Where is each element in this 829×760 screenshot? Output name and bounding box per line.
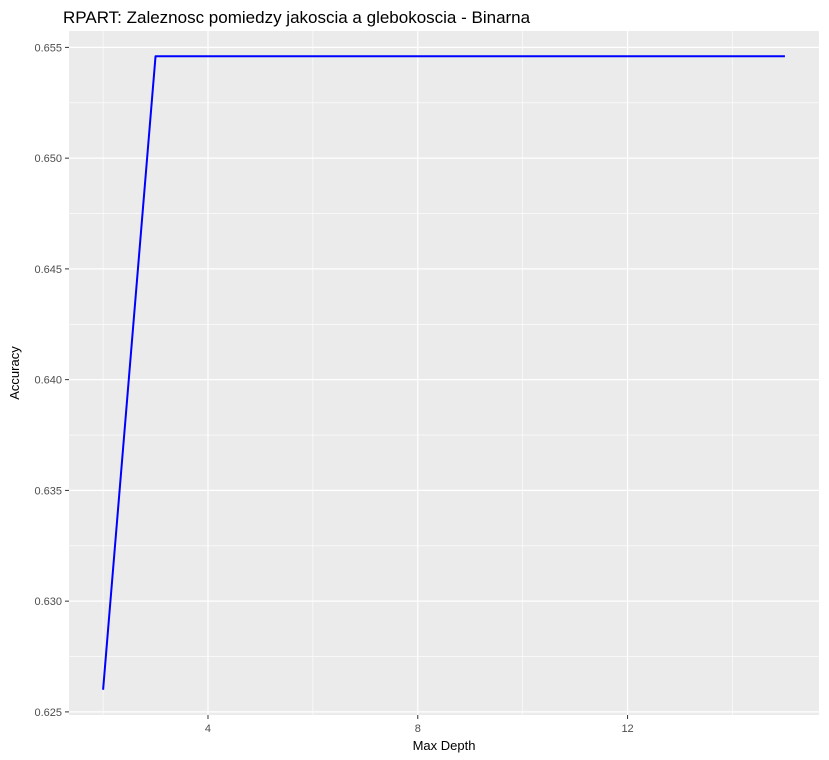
axis-ticks xyxy=(65,46,629,719)
y-tick-label: 0.630 xyxy=(34,596,62,608)
y-axis-title: Accuracy xyxy=(7,346,22,400)
x-tick-label: 8 xyxy=(415,723,421,735)
y-tick-label: 0.635 xyxy=(34,485,62,497)
x-tick-label: 4 xyxy=(205,723,211,735)
major-gridlines xyxy=(69,31,819,715)
y-tick-label: 0.655 xyxy=(34,42,62,54)
plot-panel xyxy=(69,31,819,715)
y-tick-label: 0.645 xyxy=(34,264,62,276)
x-axis-title: Max Depth xyxy=(413,738,476,753)
series-line-1 xyxy=(102,55,785,690)
y-tick-label: 0.640 xyxy=(34,375,62,387)
y-tick-label: 0.625 xyxy=(34,707,62,719)
tick-labels: 4 8 12 0.625 0.630 0.635 0.640 0.645 0.650 0.655 xyxy=(34,42,633,735)
y-tick-label: 0.650 xyxy=(34,153,62,165)
x-tick-label: 12 xyxy=(621,723,633,735)
chart-title: RPART: Zaleznosc pomiedzy jakoscia a gle… xyxy=(63,8,531,27)
series-layer xyxy=(102,55,785,690)
minor-gridlines xyxy=(69,31,819,715)
